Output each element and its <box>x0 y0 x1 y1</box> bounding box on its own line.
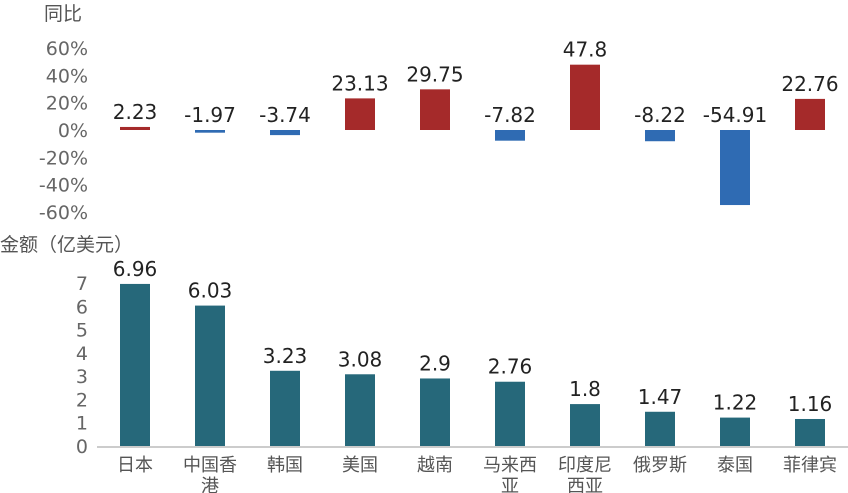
amount-y-tick-label: 4 <box>76 343 88 365</box>
yoy-data-labels: 2.23 -1.97 -3.74 23.13 29.75 -7.82 47.8 -8.22 -5… <box>113 38 839 127</box>
category-label: 俄罗斯 <box>633 455 687 476</box>
yoy-bar <box>420 89 450 130</box>
yoy-value-label: 47.8 <box>563 38 608 62</box>
yoy-y-ticks: 60% 40% 20% 0% -20% -40% -60% <box>39 38 88 224</box>
category-label: 美国 <box>342 455 378 476</box>
yoy-bar <box>720 130 750 206</box>
category-label: 日本 <box>117 455 153 476</box>
amount-value-label: 6.03 <box>188 279 233 303</box>
yoy-value-label: -54.91 <box>703 103 767 127</box>
category-label: 中国香港 <box>183 455 237 493</box>
yoy-value-label: -7.82 <box>484 103 536 127</box>
yoy-bars <box>120 64 825 206</box>
amount-value-label: 6.96 <box>113 257 158 281</box>
yoy-value-label: 2.23 <box>113 100 158 124</box>
amount-bar <box>420 378 450 446</box>
yoy-y-tick-label: 40% <box>46 65 88 87</box>
yoy-chart: 同比 60% 40% 20% 0% -20% -40% -60% 2.23 -1.97 -3.7… <box>39 3 839 224</box>
yoy-value-label: 29.75 <box>406 62 463 86</box>
amount-y-tick-label: 7 <box>76 273 88 295</box>
amount-bar <box>495 381 525 446</box>
yoy-y-tick-label: -20% <box>39 147 88 169</box>
amount-value-label: 3.23 <box>263 344 308 368</box>
yoy-bar <box>270 130 300 136</box>
yoy-y-tick-label: -40% <box>39 175 88 197</box>
amount-value-label: 2.9 <box>419 351 451 375</box>
yoy-y-tick-label: 0% <box>58 120 88 142</box>
yoy-value-label: -3.74 <box>259 103 311 127</box>
category-label: 菲律宾 <box>783 455 837 476</box>
amount-value-label: 1.22 <box>713 391 758 415</box>
amount-y-tick-label: 0 <box>76 436 88 458</box>
amount-bar <box>645 411 675 446</box>
amount-y-tick-label: 1 <box>76 413 88 435</box>
amount-bar <box>720 417 750 446</box>
amount-y-tick-label: 2 <box>76 389 88 411</box>
yoy-y-tick-label: -60% <box>39 202 88 224</box>
yoy-bar <box>795 98 825 130</box>
amount-bar <box>345 374 375 446</box>
yoy-value-label: -1.97 <box>184 103 236 127</box>
amount-data-labels: 6.96 6.03 3.23 3.08 2.9 2.76 1.8 1.47 1.22 1.16 <box>113 257 833 416</box>
category-label: 越南 <box>417 455 453 476</box>
yoy-value-label: 22.76 <box>781 72 838 96</box>
amount-bar <box>120 283 150 446</box>
amount-value-label: 1.16 <box>788 392 833 416</box>
amount-y-tick-label: 5 <box>76 320 88 342</box>
yoy-y-tick-label: 20% <box>46 93 88 115</box>
amount-value-label: 2.76 <box>488 355 533 379</box>
amount-axis-title: 金额（亿美元） <box>0 234 133 256</box>
category-label: 泰国 <box>717 455 753 476</box>
amount-bar <box>270 370 300 446</box>
category-label: 印度尼西亚 <box>558 455 612 493</box>
amount-y-tick-label: 3 <box>76 366 88 388</box>
yoy-value-label: 23.13 <box>331 71 388 95</box>
yoy-bar <box>495 130 525 141</box>
yoy-bar <box>120 126 150 130</box>
yoy-value-label: -8.22 <box>634 103 686 127</box>
amount-bars <box>120 283 825 446</box>
amount-value-label: 1.47 <box>638 385 683 409</box>
category-label: 韩国 <box>267 455 303 476</box>
category-label: 马来西亚 <box>483 455 537 493</box>
amount-value-label: 1.8 <box>569 377 601 401</box>
yoy-y-tick-label: 60% <box>46 38 88 60</box>
amount-value-label: 3.08 <box>338 347 383 371</box>
amount-bar <box>570 404 600 446</box>
amount-bar <box>195 305 225 446</box>
yoy-bar <box>195 130 225 133</box>
yoy-bar <box>645 130 675 142</box>
yoy-bar <box>570 64 600 130</box>
amount-bar <box>795 418 825 446</box>
yoy-axis-title: 同比 <box>44 3 82 25</box>
amount-y-tick-label: 6 <box>76 296 88 318</box>
yoy-bar <box>345 98 375 130</box>
